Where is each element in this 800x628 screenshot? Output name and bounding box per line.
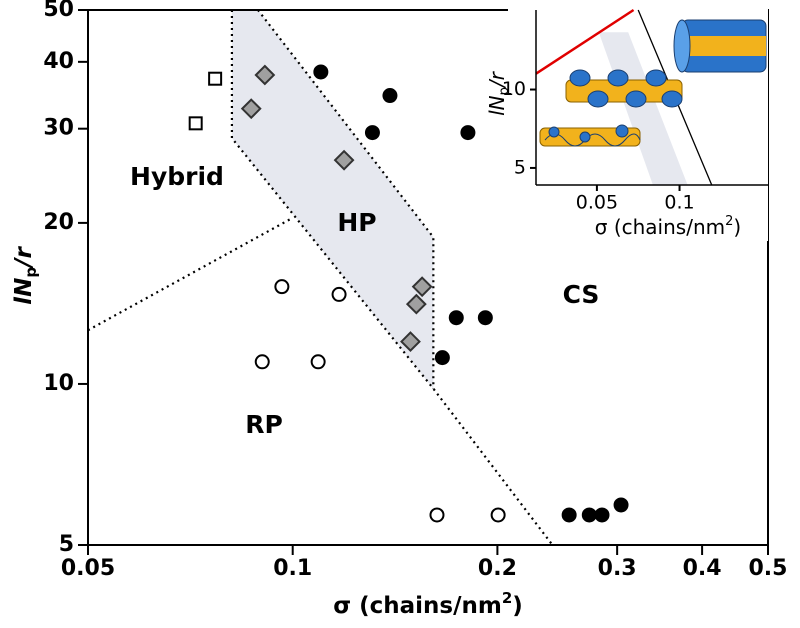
x-tick-label: 0.1	[664, 192, 694, 214]
annotation: RP	[245, 410, 283, 439]
y-tick-label: 50	[43, 0, 74, 22]
x-label-part: σ (chains/nm	[595, 215, 725, 239]
y-tick-label: 40	[43, 49, 74, 74]
cartoon-dots	[548, 124, 629, 143]
cartoon-coils	[569, 69, 683, 108]
x-axis-label: σ (chains/nm2)	[333, 589, 523, 619]
marker-circle	[477, 310, 493, 326]
x-tick-label: 0.3	[598, 556, 637, 581]
x-tick-label: 0.5	[749, 556, 788, 581]
y-tick-label: 10	[502, 78, 526, 100]
x-label-part: σ (chains/nm	[333, 593, 502, 619]
x-tick-label: 0.05	[576, 192, 618, 214]
x-tick-label: 0.1	[273, 556, 312, 581]
y-tick-label: 10	[43, 371, 74, 396]
marker-circle	[313, 64, 329, 80]
marker-circle	[460, 125, 476, 141]
y-label-sub: p	[22, 267, 40, 278]
marker-square	[208, 71, 223, 86]
marker-diamond	[405, 293, 427, 315]
plot-area	[88, 10, 554, 545]
cartoon-core	[682, 36, 766, 56]
marker-circle	[364, 125, 380, 141]
marker-circle	[382, 88, 398, 104]
marker-circle	[310, 354, 326, 370]
x-label-part: )	[733, 215, 741, 239]
marker-circle	[274, 279, 290, 295]
y-tick-label: 20	[43, 210, 74, 235]
x-tick-label: 0.4	[683, 556, 722, 581]
y-label-sub: p	[497, 87, 512, 95]
inset-x-label: σ (chains/nm2)	[595, 214, 741, 239]
marker-square	[188, 116, 203, 131]
marker-circle	[429, 507, 445, 523]
marker-circle	[331, 286, 347, 302]
y-tick-label: 5	[514, 156, 526, 178]
x-label-sup: 2	[725, 214, 733, 229]
marker-circle	[490, 507, 506, 523]
annotation: HP	[337, 208, 376, 237]
annotation: Hybrid	[130, 162, 224, 191]
y-label-part: lN	[11, 278, 37, 305]
y-label-part: /r	[11, 246, 37, 270]
main-plot: 0.05 0.1 0.2 0.3 0.4 0.5 5 10 20 30 40 50	[43, 0, 787, 581]
region	[231, 10, 434, 389]
y-tick-label: 30	[43, 116, 74, 141]
marker-circle	[594, 507, 610, 523]
marker-circle	[613, 497, 629, 513]
cartoon-chains	[544, 133, 641, 147]
cartoons	[539, 19, 767, 147]
marker-circle	[254, 354, 270, 370]
marker-diamond	[400, 331, 421, 353]
frame	[87, 9, 769, 546]
boundary	[88, 218, 291, 332]
boundary	[230, 10, 554, 545]
x-label-part: )	[512, 593, 523, 619]
y-axis-label: lNp/r	[11, 246, 40, 305]
inset-y-label: lNp/r	[485, 70, 512, 116]
marker-circle	[434, 350, 450, 366]
annotation: CS	[563, 280, 600, 309]
marker-diamond	[254, 64, 276, 86]
marker-circle	[581, 507, 597, 523]
y-label-part: /r	[485, 70, 509, 89]
x-tick-label: 0.2	[478, 556, 517, 581]
x-label-sup: 2	[502, 589, 512, 607]
line	[535, 8, 635, 75]
marker-circle	[561, 507, 577, 523]
y-tick-label: 5	[59, 532, 74, 557]
marker-circle	[448, 310, 464, 326]
marker-diamond	[411, 276, 433, 298]
marker-diamond	[240, 98, 262, 120]
x-tick-label: 0.05	[61, 556, 115, 581]
y-label-part: lN	[485, 95, 509, 116]
marker-diamond	[333, 149, 355, 171]
cartoon-cap	[673, 19, 691, 73]
